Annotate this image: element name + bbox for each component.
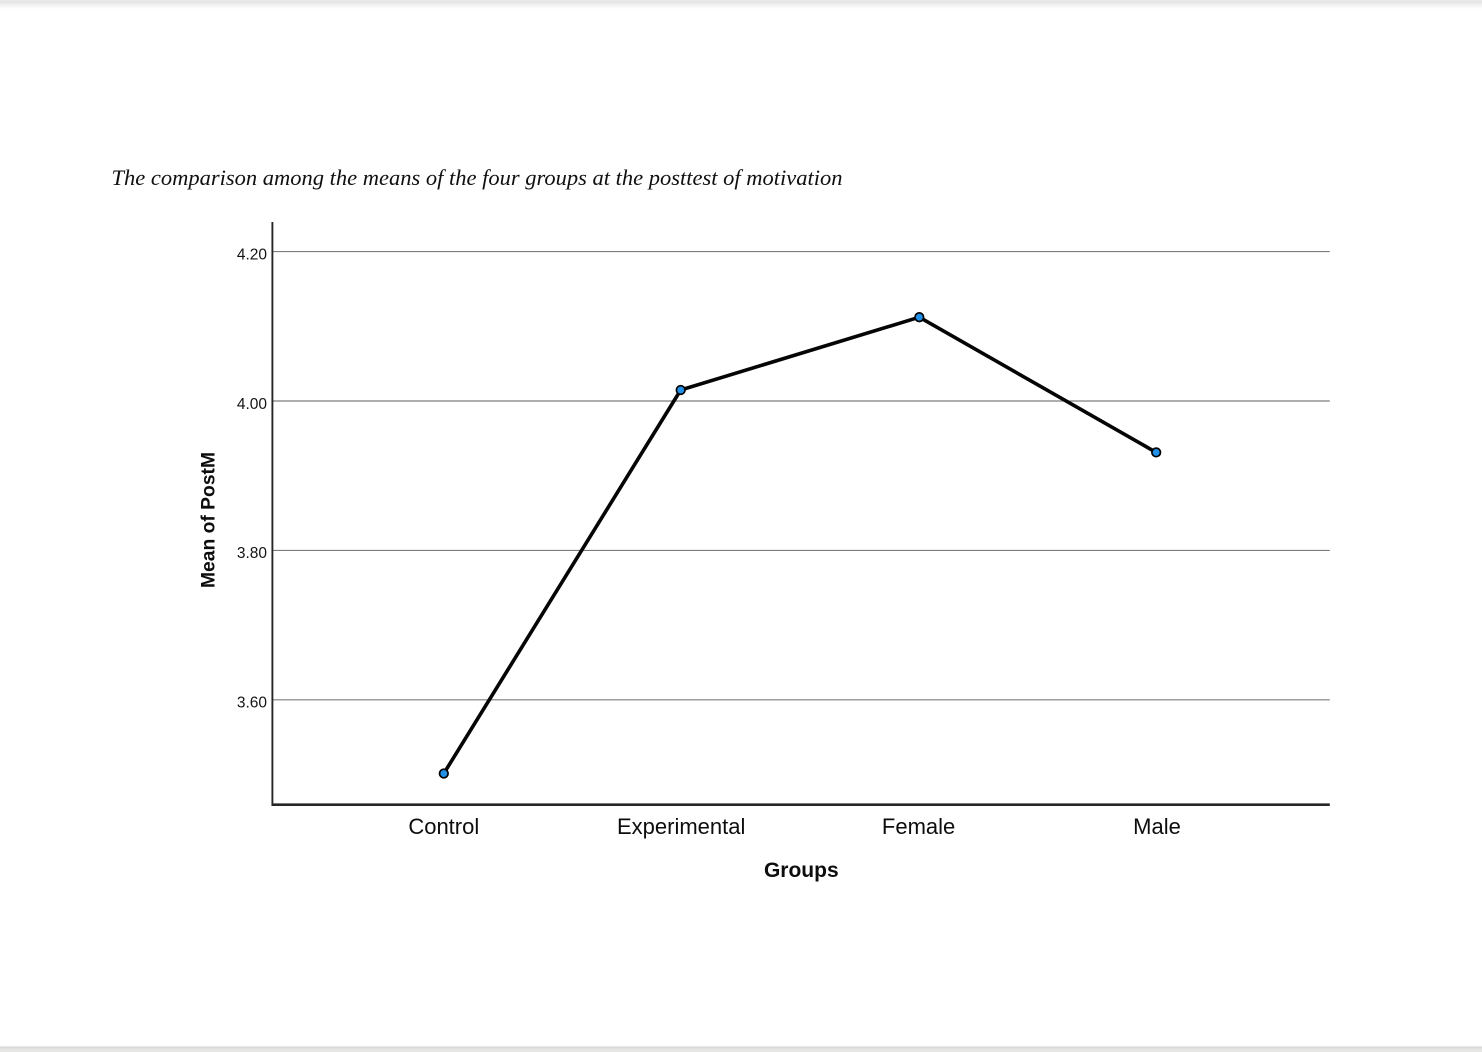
svg-text:The comparison among the means: The comparison among the means of the fo… (112, 165, 843, 190)
svg-text:Female: Female (882, 814, 955, 839)
svg-text:Male: Male (1133, 814, 1181, 839)
svg-text:4.20: 4.20 (237, 246, 268, 263)
svg-text:Experimental: Experimental (617, 814, 745, 839)
svg-text:3.80: 3.80 (237, 545, 268, 562)
svg-text:3.60: 3.60 (237, 695, 268, 712)
svg-text:Control: Control (408, 814, 479, 839)
svg-text:Groups: Groups (764, 859, 839, 882)
svg-text:4.00: 4.00 (237, 396, 268, 413)
svg-text:Mean of PostM: Mean of PostM (199, 452, 220, 588)
